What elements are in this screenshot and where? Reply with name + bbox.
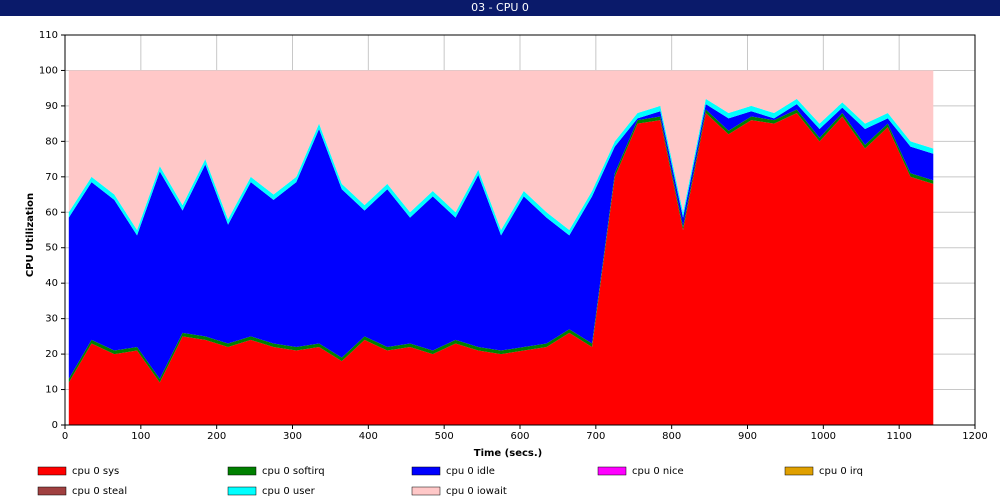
legend-swatch <box>227 466 257 476</box>
legend-swatch <box>227 486 257 496</box>
y-tick-label: 30 <box>45 314 58 325</box>
legend-swatch <box>37 486 67 496</box>
legend-swatch <box>784 466 814 476</box>
x-tick-label: 600 <box>510 431 529 442</box>
legend-swatch <box>411 486 441 496</box>
area <box>68 70 934 230</box>
y-tick-label: 90 <box>45 101 58 112</box>
x-tick-label: 400 <box>359 431 378 442</box>
x-tick-label: 200 <box>207 431 226 442</box>
x-tick-label: 1100 <box>886 431 911 442</box>
legend-label: cpu 0 idle <box>446 466 495 477</box>
legend-label: cpu 0 irq <box>819 466 863 477</box>
area <box>68 113 934 425</box>
title-bar <box>0 0 1000 16</box>
plot-border <box>64 34 976 426</box>
y-tick-label: 100 <box>39 65 58 76</box>
y-tick-label: 110 <box>39 30 58 41</box>
chart-title: 03 - CPU 0 <box>471 1 529 14</box>
y-tick-label: 0 <box>52 420 58 431</box>
y-tick-label: 60 <box>45 207 58 218</box>
y-tick-label: 80 <box>45 136 58 147</box>
y-tick-label: 10 <box>45 385 58 396</box>
legend-swatch <box>597 466 627 476</box>
legend-label: cpu 0 steal <box>72 486 127 497</box>
x-tick-label: 0 <box>62 431 68 442</box>
legend-label: cpu 0 nice <box>632 466 684 477</box>
x-tick-label: 100 <box>131 431 150 442</box>
legend-swatch <box>411 466 441 476</box>
legend-label: cpu 0 user <box>262 486 316 497</box>
x-tick-label: 500 <box>435 431 454 442</box>
x-tick-label: 800 <box>662 431 681 442</box>
legend-label: cpu 0 sys <box>72 466 119 477</box>
y-axis-label: CPU Utilization <box>25 193 36 277</box>
area <box>68 104 934 379</box>
x-axis-label: Time (secs.) <box>474 448 543 459</box>
y-tick-label: 40 <box>45 278 58 289</box>
x-tick-label: 300 <box>283 431 302 442</box>
x-tick-label: 900 <box>738 431 757 442</box>
y-tick-label: 20 <box>45 349 58 360</box>
x-tick-label: 1000 <box>811 431 836 442</box>
legend-label: cpu 0 iowait <box>446 486 507 497</box>
legend-label: cpu 0 softirq <box>262 466 325 477</box>
legend-swatch <box>37 466 67 476</box>
y-tick-label: 50 <box>45 243 58 254</box>
x-tick-label: 1200 <box>962 431 987 442</box>
x-tick-label: 700 <box>586 431 605 442</box>
y-tick-label: 70 <box>45 172 58 183</box>
